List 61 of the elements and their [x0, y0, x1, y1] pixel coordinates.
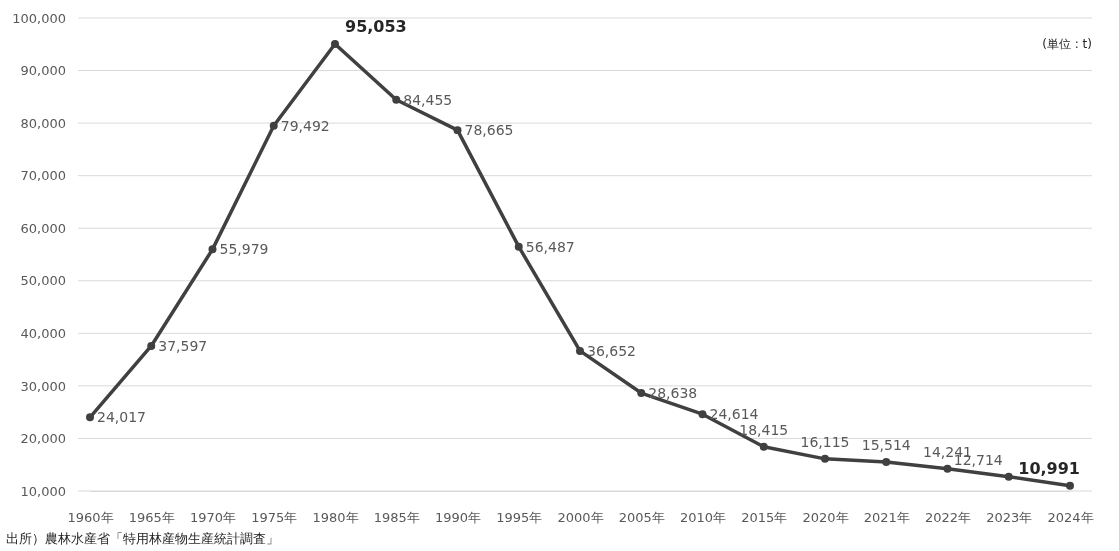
point [147, 341, 156, 350]
point [821, 454, 829, 463]
y-tick-label: 30,000 [20, 378, 66, 394]
x-tick-label: 2015年 [741, 510, 788, 526]
point [331, 40, 339, 48]
x-tick-label: 1980年 [312, 510, 359, 526]
point [514, 242, 523, 251]
y-tick-label: 10,000 [20, 483, 66, 499]
data-label: 16,115 [800, 433, 850, 450]
data-label: 24,614 [709, 406, 759, 423]
y-tick-label: 80,000 [20, 115, 66, 131]
point [698, 410, 707, 419]
point [453, 126, 462, 135]
point [1066, 481, 1074, 490]
point [269, 121, 278, 130]
point [943, 464, 952, 473]
data-label: 84,455 [403, 91, 453, 108]
point [208, 245, 217, 254]
x-tick-label: 1970年 [189, 510, 237, 526]
point [882, 458, 891, 466]
x-tick-label: 1995年 [496, 510, 543, 526]
data-label: 95,053 [345, 17, 407, 36]
x-tick-label: 2020年 [802, 510, 849, 526]
data-label: 24,017 [97, 409, 146, 426]
y-tick-label: 50,000 [20, 273, 66, 289]
data-label: 15,514 [861, 437, 911, 454]
y-tick-label: 60,000 [20, 220, 66, 236]
data-label: 36,652 [587, 342, 636, 359]
x-tick-label: 2024年 [1047, 510, 1094, 526]
y-tick-label: 90,000 [20, 63, 66, 79]
y-tick-label: 70,000 [20, 168, 66, 184]
y-tick-label: 40,000 [20, 325, 66, 341]
annotation: (単位 : t) [1042, 37, 1092, 51]
data-label: 18,415 [739, 421, 789, 438]
text: 出所）農林水産省「特用林産物生産統計調査」 [6, 531, 279, 546]
x-tick-label: 1960年 [67, 510, 114, 526]
point [392, 95, 401, 104]
data-label: 28,638 [648, 385, 698, 402]
x-tick-label: 2010年 [679, 510, 727, 526]
x-tick-label: 2022年 [924, 510, 972, 526]
x-tick-label: 1975年 [251, 510, 298, 526]
x-tick-label: 2005年 [618, 510, 665, 526]
data-label: 55,979 [219, 241, 269, 258]
y-tick-label: 100,000 [12, 10, 66, 26]
data-label: 79,492 [280, 117, 330, 134]
point [1004, 472, 1013, 481]
data-label: 10,991 [1018, 458, 1080, 478]
data-label: 56,487 [525, 238, 575, 255]
x-tick-label: 2023年 [986, 510, 1033, 526]
point [576, 346, 584, 355]
point [759, 442, 768, 451]
x-tick-label: 2000年 [557, 510, 604, 526]
point [86, 413, 94, 422]
x-tick-label: 1985年 [373, 510, 420, 526]
x-tick-label: 1990年 [434, 510, 482, 526]
data-label: 37,597 [158, 337, 208, 354]
data-label: 78,665 [464, 122, 514, 139]
point [637, 389, 646, 398]
x-tick-label: 1965年 [128, 510, 175, 526]
y-tick-label: 20,000 [20, 431, 66, 447]
x-tick-label: 2021年 [863, 510, 910, 526]
